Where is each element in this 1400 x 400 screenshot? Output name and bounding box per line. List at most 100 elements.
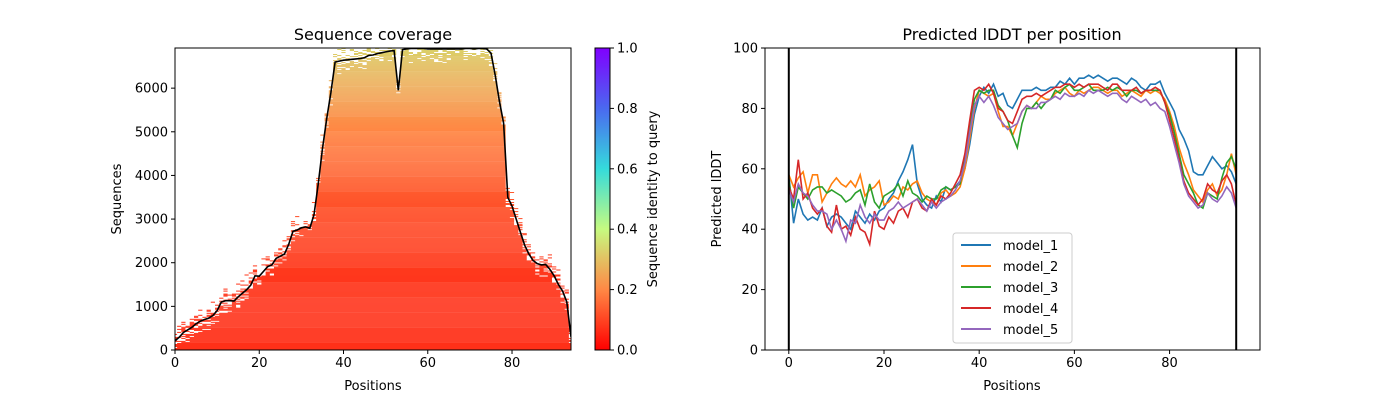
coverage-row-segment — [215, 304, 220, 306]
coverage-row-segment — [316, 197, 510, 199]
coverage-row-segment — [252, 269, 258, 271]
coverage-row-segment — [320, 147, 506, 149]
coverage-row-segment — [358, 61, 397, 63]
coverage-row-segment — [324, 142, 506, 144]
coverage-row-segment — [286, 253, 531, 255]
coverage-row-segment — [248, 297, 565, 299]
coverage-row-segment — [240, 288, 557, 290]
coverage-row-segment — [400, 59, 435, 61]
coverage-row-segment — [274, 274, 561, 276]
coverage-row-segment — [210, 301, 215, 303]
coverage-row-segment — [400, 55, 426, 57]
coverage-row-segment — [286, 248, 523, 250]
coverage-row-segment — [345, 60, 350, 62]
coverage-row-segment — [333, 72, 397, 74]
coverage-row-segment — [303, 221, 308, 223]
coverage-row-segment — [345, 67, 359, 69]
coverage-row-segment — [383, 60, 388, 62]
coverage-row-segment — [362, 50, 371, 52]
y-tick-label: 6000 — [135, 82, 168, 97]
coverage-row-segment — [278, 249, 283, 251]
coverage-row-segment — [240, 305, 569, 307]
coverage-row-segment — [413, 54, 422, 56]
coverage-row-segment — [278, 253, 283, 255]
coverage-row-segment — [480, 51, 485, 53]
coverage-row-segment — [509, 202, 515, 204]
coverage-row-segment — [320, 180, 506, 182]
coverage-row-segment — [316, 200, 506, 202]
coverage-row-segment — [333, 68, 346, 70]
coverage-row-segment — [400, 67, 494, 69]
coverage-row-segment — [400, 66, 494, 68]
coverage-row-segment — [450, 54, 464, 56]
coverage-row-segment — [358, 55, 363, 57]
coverage-row-segment — [219, 306, 237, 308]
coverage-row-segment — [333, 69, 338, 71]
coverage-row-segment — [181, 321, 186, 323]
coverage-row-segment — [324, 113, 502, 115]
coverage-row-segment — [320, 169, 506, 171]
coverage-row-segment — [324, 153, 506, 155]
coverage-row-segment — [324, 148, 506, 150]
coverage-row-segment — [400, 75, 494, 77]
coverage-row-segment — [240, 306, 569, 308]
coverage-row-segment — [316, 195, 510, 197]
coverage-row-segment — [316, 183, 506, 185]
legend-label: model_4 — [1003, 302, 1058, 317]
coverage-row-segment — [227, 298, 232, 300]
coverage-row-segment — [286, 250, 527, 252]
coverage-row-segment — [198, 309, 203, 311]
coverage-row-segment — [564, 289, 569, 291]
coverage-row-segment — [349, 68, 363, 70]
coverage-row-segment — [400, 54, 409, 56]
coverage-row-segment — [333, 88, 498, 90]
coverage-row-segment — [320, 171, 506, 173]
coverage-row-segment — [366, 63, 397, 65]
coverage-row-segment — [400, 85, 498, 87]
coverage-row-segment — [316, 208, 519, 210]
coverage-row-segment — [181, 335, 190, 337]
coverage-row-segment — [210, 328, 571, 330]
coverage-row-segment — [290, 235, 300, 237]
coverage-row-segment — [324, 145, 506, 147]
coverage-row-segment — [421, 58, 430, 60]
y-tick-label: 1000 — [135, 300, 168, 315]
coverage-row-segment — [311, 214, 519, 216]
coverage-row-segment — [328, 94, 498, 96]
coverage-row-segment — [307, 225, 523, 227]
coverage-row-segment — [328, 100, 502, 102]
x-tick-label: 20 — [251, 356, 268, 371]
coverage-row-segment — [189, 337, 571, 339]
coverage-row-segment — [328, 80, 494, 82]
coverage-row-segment — [295, 233, 527, 235]
coverage-row-segment — [194, 316, 199, 318]
coverage-row-segment — [295, 236, 523, 238]
coverage-row-segment — [290, 225, 296, 227]
coverage-row-segment — [286, 238, 523, 240]
coverage-row-segment — [341, 50, 346, 52]
coverage-row-segment — [278, 258, 527, 260]
coverage-row-segment — [358, 60, 367, 62]
coverage-row-segment — [316, 206, 506, 208]
x-tick-label: 0 — [171, 356, 179, 371]
coverage-row-segment — [324, 151, 506, 153]
colorbar-label: Sequence identity to query — [646, 110, 661, 287]
coverage-row-segment — [177, 343, 571, 345]
coverage-row-segment — [400, 77, 494, 79]
coverage-row-segment — [244, 289, 561, 291]
coverage-row-segment — [219, 305, 224, 307]
coverage-row-segment — [556, 278, 561, 280]
coverage-row-segment — [316, 201, 510, 203]
coverage-row-segment — [223, 293, 228, 295]
coverage-row-segment — [387, 48, 392, 50]
coverage-row-segment — [333, 71, 397, 73]
coverage-row-segment — [194, 332, 571, 334]
coverage-row-segment — [316, 189, 506, 191]
coverage-row-segment — [206, 310, 211, 312]
coverage-row-segment — [206, 309, 211, 311]
plddt-panel: 0 20 40 60 80 0 20 40 60 80 100 Predicted lDDT pe… — [710, 25, 1261, 394]
coverage-row-segment — [417, 53, 422, 55]
coverage-row-segment — [274, 261, 531, 263]
coverage-row-segment — [404, 50, 409, 52]
coverage-row-segment — [333, 98, 498, 100]
